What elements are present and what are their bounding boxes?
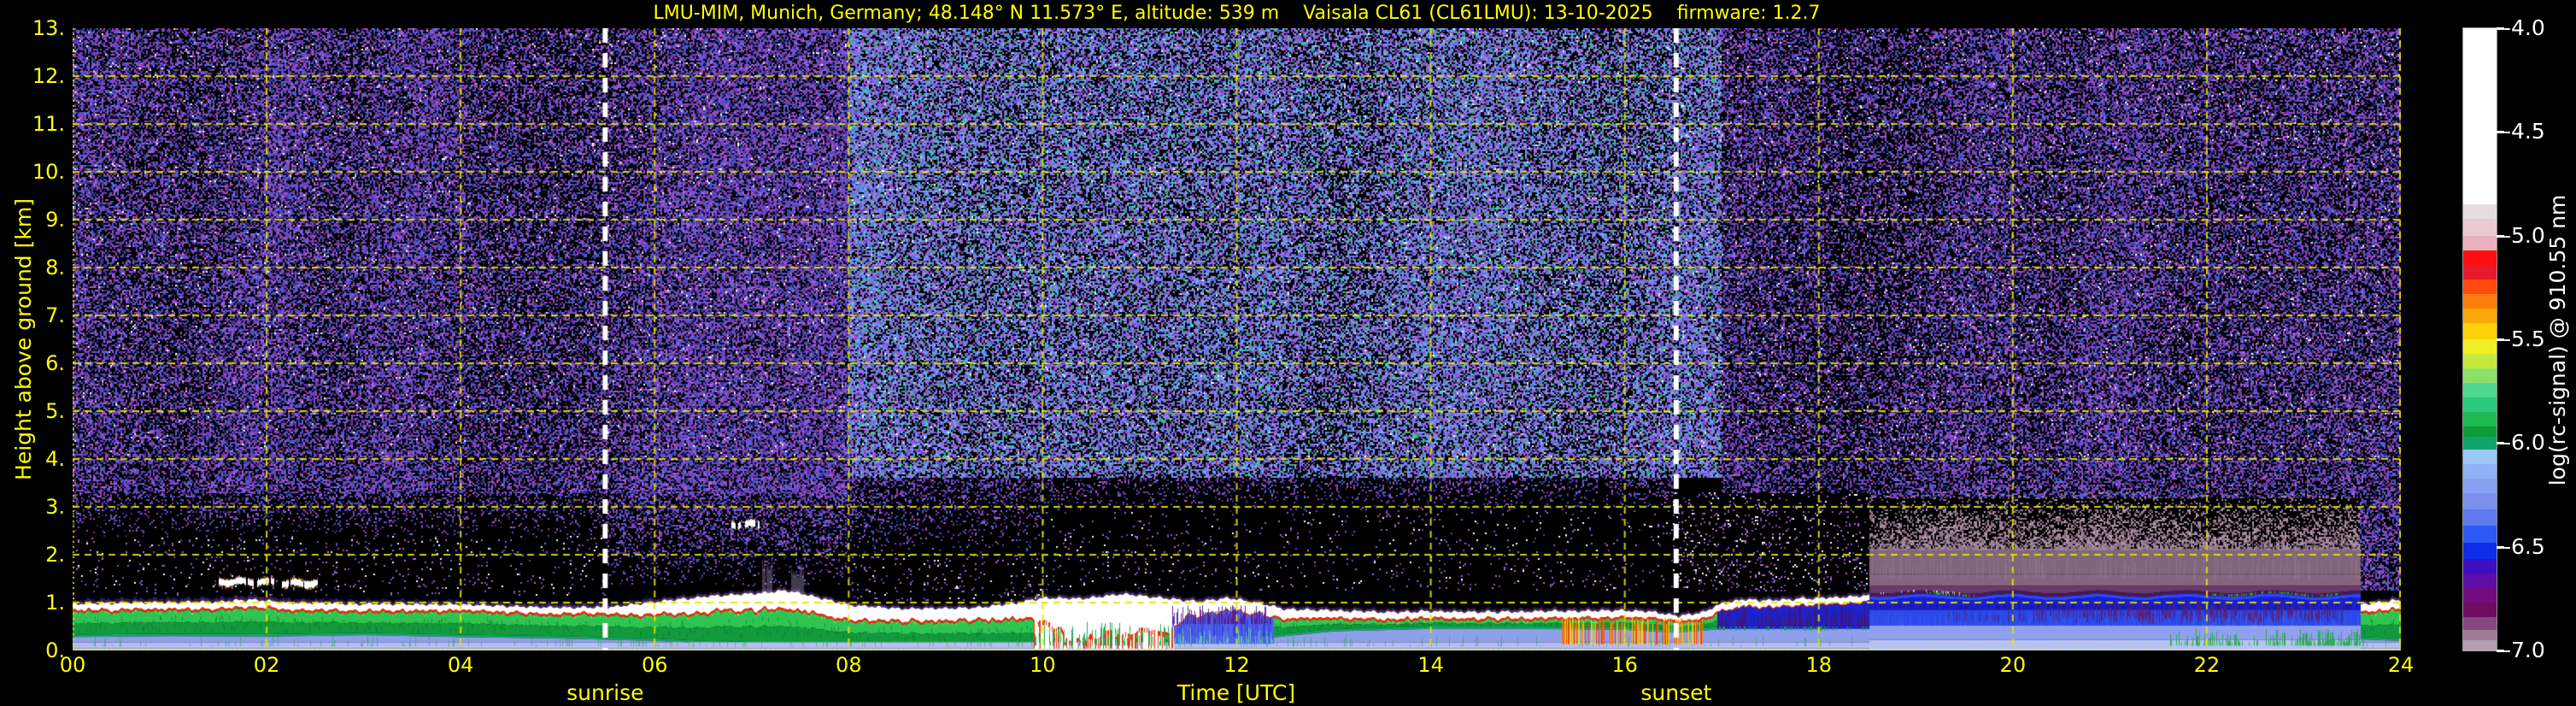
colorbar-band <box>2463 449 2497 465</box>
colorbar-tick-label: -5.5 <box>2503 327 2545 351</box>
y-tick-label: 0. <box>45 638 65 662</box>
colorbar-band <box>2463 629 2497 641</box>
colorbar-tick-mark <box>2497 234 2504 238</box>
x-tick-label: 08 <box>836 653 862 677</box>
colorbar-tick-mark <box>2497 27 2504 30</box>
colorbar-band <box>2463 293 2497 309</box>
colorbar-band <box>2463 322 2497 340</box>
colorbar-band <box>2463 28 2497 205</box>
colorbar-band <box>2463 308 2497 324</box>
colorbar-label: log(rc-signal) @ 910.55 nm <box>2545 194 2570 486</box>
y-tick-label: 12. <box>32 64 65 88</box>
colorbar-band <box>2463 353 2497 369</box>
colorbar-band <box>2463 617 2497 631</box>
colorbar-band <box>2463 250 2497 266</box>
x-tick-label: 02 <box>253 653 280 677</box>
x-tick-label: 20 <box>1999 653 2027 677</box>
colorbar-band <box>2463 368 2497 384</box>
colorbar-band <box>2463 463 2497 479</box>
y-tick-label: 11. <box>32 112 65 136</box>
colorbar-tick-label: -4.5 <box>2503 119 2545 144</box>
colorbar-band <box>2463 588 2497 603</box>
x-tick-label: 16 <box>1611 653 1638 677</box>
x-tick-label: 24 <box>2387 653 2415 677</box>
colorbar-band <box>2463 235 2497 251</box>
y-tick-label: 13. <box>32 16 65 40</box>
colorbar-band <box>2463 542 2497 560</box>
sunset-annotation: sunset <box>1640 680 1712 705</box>
colorbar-tick-mark <box>2497 442 2504 445</box>
colorbar-band <box>2463 639 2497 651</box>
colorbar-band <box>2463 264 2497 280</box>
colorbar-tick-mark <box>2497 545 2504 549</box>
colorbar-band <box>2463 574 2497 589</box>
x-tick-label: 04 <box>447 653 474 677</box>
colorbar-band <box>2463 526 2497 544</box>
y-tick-label: 10. <box>32 160 65 184</box>
colorbar-tick-label: -5.0 <box>2503 222 2545 248</box>
x-axis-label: Time [UTC] <box>1177 680 1296 705</box>
y-tick-label: 9. <box>45 208 65 232</box>
y-tick-label: 5. <box>45 399 65 423</box>
y-axis-label: Height above ground [km] <box>11 198 36 480</box>
colorbar-band <box>2463 382 2497 398</box>
colorbar <box>2462 27 2497 651</box>
colorbar-tick-label: -6.0 <box>2503 430 2545 456</box>
colorbar-band <box>2463 603 2497 618</box>
ceilometer-heatmap <box>73 28 2401 650</box>
x-tick-label: 12 <box>1223 653 1250 677</box>
colorbar-band <box>2463 492 2497 510</box>
x-tick-label: 22 <box>2193 653 2221 677</box>
colorbar-band <box>2463 559 2497 574</box>
colorbar-band <box>2463 509 2497 527</box>
x-tick-label: 00 <box>59 653 86 677</box>
y-tick-label: 7. <box>45 303 65 327</box>
colorbar-tick-label: -6.5 <box>2503 533 2545 559</box>
colorbar-band <box>2463 426 2497 438</box>
colorbar-band <box>2463 397 2497 413</box>
page-title: LMU-MIM, Munich, Germany; 48.148° N 11.5… <box>653 3 1821 24</box>
y-tick-label: 1. <box>45 591 65 615</box>
colorbar-tick-mark <box>2497 650 2504 652</box>
y-tick-label: 6. <box>45 351 65 375</box>
colorbar-tick-mark <box>2497 338 2504 341</box>
colorbar-tick-mark <box>2497 131 2504 134</box>
y-tick-label: 3. <box>45 495 65 519</box>
colorbar-band <box>2463 411 2497 427</box>
colorbar-band <box>2463 279 2497 295</box>
sunrise-annotation: sunrise <box>566 680 644 705</box>
y-tick-label: 8. <box>45 256 65 279</box>
colorbar-band <box>2463 204 2497 220</box>
colorbar-band <box>2463 437 2497 450</box>
colorbar-band <box>2463 478 2497 494</box>
x-tick-label: 06 <box>641 653 668 677</box>
colorbar-tick-label: -4.0 <box>2503 15 2545 40</box>
x-tick-label: 14 <box>1417 653 1444 677</box>
colorbar-band <box>2463 219 2497 237</box>
colorbar-band <box>2463 339 2497 355</box>
x-tick-label: 18 <box>1805 653 1833 677</box>
x-tick-label: 10 <box>1030 653 1056 677</box>
y-tick-label: 4. <box>45 447 65 471</box>
colorbar-tick-label: -7.0 <box>2503 638 2545 662</box>
y-tick-label: 2. <box>45 543 65 567</box>
